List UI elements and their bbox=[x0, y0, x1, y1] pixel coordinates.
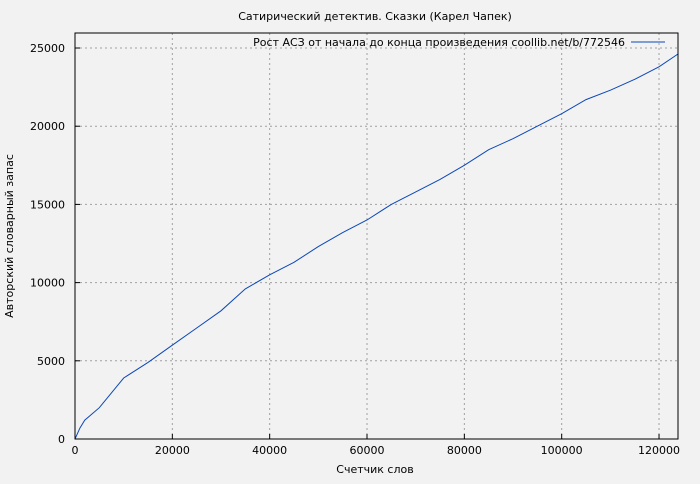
y-tick-label: 20000 bbox=[30, 120, 65, 133]
x-tick-label: 80000 bbox=[447, 444, 482, 457]
x-tick-label: 120000 bbox=[638, 444, 680, 457]
x-tick-label: 60000 bbox=[350, 444, 385, 457]
x-tick-label: 40000 bbox=[252, 444, 287, 457]
x-tick-label: 20000 bbox=[155, 444, 190, 457]
x-tick-label: 100000 bbox=[541, 444, 583, 457]
y-tick-label: 0 bbox=[58, 433, 65, 446]
x-tick-label: 0 bbox=[72, 444, 79, 457]
y-tick-label: 5000 bbox=[37, 355, 65, 368]
grid bbox=[75, 33, 678, 439]
x-axis-label: Счетчик слов bbox=[336, 463, 413, 476]
y-tick-label: 25000 bbox=[30, 42, 65, 55]
y-tick-label: 15000 bbox=[30, 198, 65, 211]
legend-label: Рост АСЗ от начала до конца произведения… bbox=[253, 36, 625, 49]
chart-title: Сатирический детектив. Сказки (Карел Чап… bbox=[238, 10, 512, 23]
y-tick-label: 10000 bbox=[30, 277, 65, 290]
y-axis-label: Авторский словарный запас bbox=[3, 154, 16, 318]
ticks: 0 20000 40000 60000 80000 100000 120000 0 5000 10… bbox=[30, 42, 680, 457]
plot-frame bbox=[74, 32, 679, 440]
series-line bbox=[74, 53, 679, 440]
